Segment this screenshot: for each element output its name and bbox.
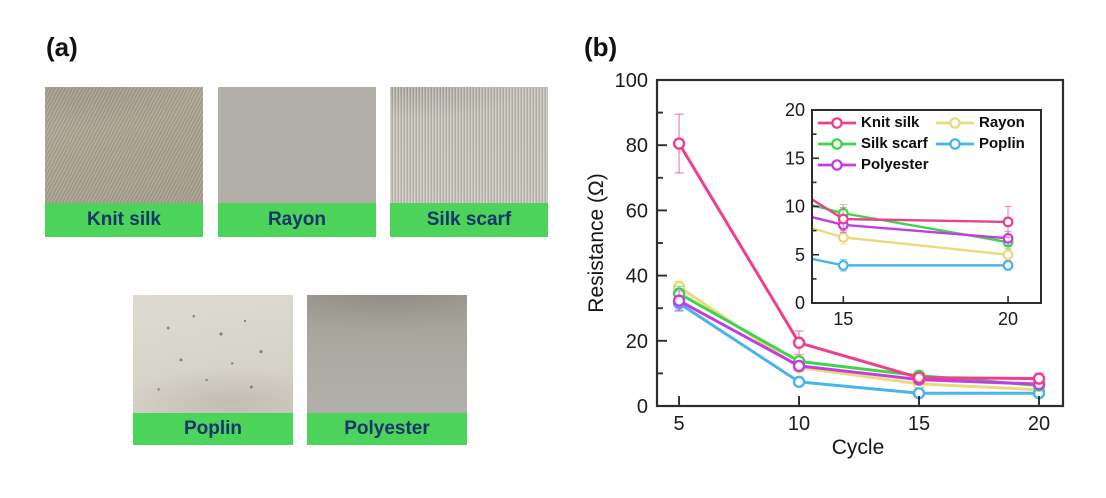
series-marker [1002,259,1014,271]
fabric-photo-silk-scarf [390,87,548,203]
x-axis-title: Cycle [831,436,885,459]
series-line [813,198,1010,224]
series-marker [1002,249,1014,261]
y-tick-label: 60 [626,200,648,222]
legend-label: Rayon [979,114,1025,131]
series-marker [837,213,849,225]
x-tick-label: 20 [998,309,1018,329]
series-line [813,227,1010,256]
y-tick-label: 20 [626,331,648,353]
x-tick-label: 5 [674,413,685,435]
main-plot [672,113,1046,400]
legend-marker-icon [818,137,856,150]
y-tick-label: 15 [785,148,805,168]
inset-series-poplin [510,0,1014,272]
y-tick-label: 100 [615,70,648,92]
series-marker [912,371,926,384]
fabric-label-knit-silk: Knit silk [45,203,203,237]
fabric-photo-knit-silk [45,87,203,203]
series-line [813,216,1010,240]
fabric-photo-poplin [133,295,293,413]
series-line [813,257,1010,267]
series-marker [837,259,849,271]
series-knit-silk [672,113,1046,385]
axes [811,109,1042,304]
series-marker [837,231,849,243]
y-tick-label: 40 [626,266,648,288]
panel-b-label: (b) [584,32,618,62]
inset-series-knit-silk [813,198,1014,238]
tick-marks [658,79,1040,407]
series-marker [792,359,806,373]
legend-label: Poplin [979,135,1025,152]
x-tick-label: 20 [1028,413,1050,435]
panel-a-label: (a) [46,32,78,62]
series-marker [792,336,806,349]
y-tick-label: 10 [785,197,805,217]
tick-marks [813,109,1009,304]
tick-labels: 0 5 10 15 20 15 20 [785,100,1018,329]
legend-item-rayon: Rayon [934,114,1040,132]
series-marker [1002,216,1014,228]
series-marker [792,375,806,389]
series-marker [674,227,683,236]
legend-marker-icon [936,137,974,150]
series-line [677,299,1041,386]
y-tick-label: 80 [626,135,648,157]
fabric-swatch-rayon: Rayon [218,87,376,237]
series-marker [674,180,683,189]
fabric-photo-polyester [307,295,467,413]
legend-marker-icon [818,158,856,171]
fabric-swatch-poplin: Poplin [133,295,293,445]
y-tick-label: 20 [785,100,805,120]
legend-marker-icon [818,116,856,129]
x-tick-label: 15 [833,309,853,329]
legend-marker-icon [936,116,974,129]
series-line [677,301,1041,395]
series-marker [672,294,686,307]
legend-label: Knit silk [861,114,920,131]
fabric-photo-rayon [218,87,376,203]
x-tick-label: 15 [908,413,930,435]
y-axis-title: Resistance (Ω) [585,173,608,313]
legend-item-poplin: Poplin [934,135,1040,153]
fabric-swatch-knit-silk: Knit silk [45,87,203,237]
inset-plot [510,0,1014,272]
y-tick-label: 0 [795,293,805,313]
fabric-swatch-polyester: Polyester [307,295,467,445]
legend-item-silk-scarf: Silk scarf [816,135,934,153]
series-marker [1032,372,1046,385]
x-tick-label: 10 [788,413,810,435]
legend-item-knit-silk: Knit silk [816,114,934,132]
axes [655,78,1065,408]
fabric-label-rayon: Rayon [218,203,376,237]
series-marker [510,0,519,3]
legend-label: Silk scarf [861,135,928,152]
fabric-label-poplin: Poplin [133,413,293,445]
series-line [677,142,1041,381]
y-tick-label: 5 [795,245,805,265]
series-marker [674,185,683,194]
fabric-label-polyester: Polyester [307,413,467,445]
series-marker [672,137,686,150]
fabric-swatch-silk-scarf: Silk scarf [390,87,548,237]
chart-legend: Knit silk Rayon Silk scarf Poplin Polyester [816,112,1040,175]
y-tick-label: 0 [637,396,648,418]
fabric-label-silk-scarf: Silk scarf [390,203,548,237]
legend-label: Polyester [861,156,929,173]
legend-item-polyester: Polyester [816,156,934,174]
series-line [813,204,1010,244]
